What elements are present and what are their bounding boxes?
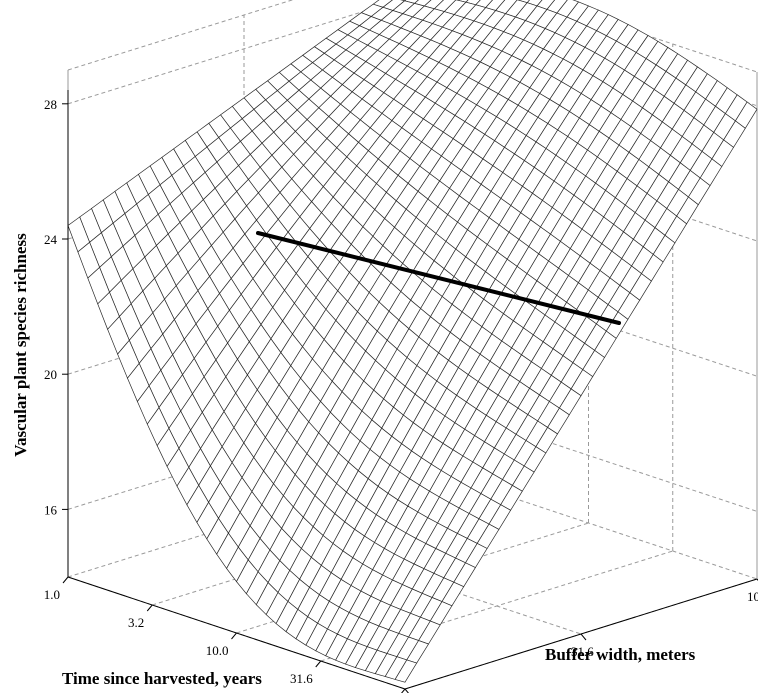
highlight-line bbox=[256, 231, 621, 325]
time-tick-mark-2 bbox=[231, 632, 237, 640]
buffer-tick-label-2: 100.0 bbox=[747, 589, 758, 604]
time-tick-label-3: 31.6 bbox=[290, 671, 313, 686]
z-tick-label-3: 28 bbox=[44, 97, 57, 112]
time-tick-label-1: 3.2 bbox=[128, 615, 144, 630]
time-tick-label-2: 10.0 bbox=[206, 643, 229, 658]
buffer-tick-mark-0 bbox=[404, 688, 409, 693]
buffer-tick-label-1: 31.6 bbox=[571, 644, 594, 659]
z-axis-title: Vascular plant species richness bbox=[11, 233, 30, 457]
z-grid-left-3 bbox=[67, 0, 402, 105]
z-tick-label-2: 24 bbox=[44, 232, 58, 247]
time-tick-label-0: 1.0 bbox=[44, 587, 60, 602]
time-tick-mark-4 bbox=[401, 688, 406, 693]
x-axis-title: Time since harvested, years bbox=[62, 669, 262, 688]
z-tick-label-0: 16 bbox=[44, 502, 58, 517]
z-tick-label-1: 20 bbox=[44, 367, 57, 382]
time-tick-mark-1 bbox=[146, 604, 153, 612]
surface-mesh bbox=[67, 0, 758, 683]
surface-cell bbox=[394, 659, 418, 683]
time-tick-mark-0 bbox=[62, 576, 69, 584]
highlight-line-group bbox=[256, 231, 621, 325]
y-axis-title: Buffer width, meters bbox=[545, 645, 696, 664]
time-tick-mark-3 bbox=[315, 660, 322, 668]
buffer-tick-mark-1 bbox=[580, 633, 587, 641]
